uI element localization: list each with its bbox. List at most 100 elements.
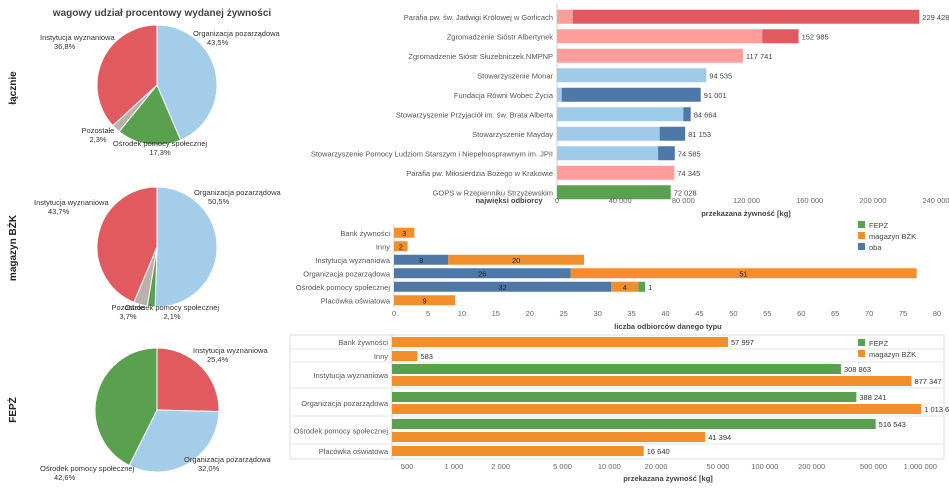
bar-segment-organizacja-pozarzadowa-0 — [394, 268, 571, 279]
bar-instytucja-wyznaniowa-1 — [392, 376, 912, 386]
pie-label: Instytucja wyznaniowa — [40, 33, 115, 42]
x-axis-title: przekazana żywność [kg] — [623, 474, 713, 483]
bar-segment-osrodek-pomocy-spolecznej-2 — [638, 281, 646, 292]
x-tick-label: 25 — [560, 309, 568, 318]
bar-value-label: 152 985 — [802, 32, 829, 41]
bar-placowka-oswiatowa-0 — [392, 446, 644, 456]
chart-frame — [289, 334, 945, 460]
bar-value-label: 9 — [422, 296, 426, 305]
legend-swatch-magazyn-bzk — [858, 350, 865, 357]
bar-value-label: 84 664 — [694, 110, 717, 119]
bar-value-label: 8 — [419, 256, 423, 265]
bar-segment-organizacja-pozarzadowa-1 — [570, 268, 917, 279]
row-label-bzk: magazyn BŻK — [6, 214, 19, 281]
bar-value-label: 51 — [739, 269, 747, 278]
pie-charts: Organizacja pozarządowa 43,5% Ośrodek pomo… — [34, 24, 282, 482]
legend-label: FEPŻ — [869, 339, 889, 348]
bar-value-label: 1 — [648, 283, 652, 292]
pie-slice-lacznie-osrodek-pomocy-spolecznej — [118, 84, 182, 146]
bar-value-label: 4 — [623, 283, 627, 292]
bar-category-label: Inny — [374, 352, 388, 361]
pie-percent: 43,7% — [48, 207, 70, 216]
bar-value-label: 81 153 — [688, 130, 711, 139]
x-tick-label: 5 — [426, 309, 430, 318]
x-tick-label: 20 — [526, 309, 534, 318]
pie-label: Organizacja pozarządowa — [194, 188, 282, 197]
bar-category-label: Bank żywności — [338, 338, 388, 347]
bar-osrodek-pomocy-spolecznej-0 — [392, 419, 876, 429]
bar-category-label: Ośrodek pomocy społecznej — [294, 427, 389, 436]
bar-segment-stowarzyszenie-mayday-1 — [659, 126, 686, 141]
bar-value-label: 26 — [478, 269, 486, 278]
bar-segment-bank-zywnosci-0 — [394, 227, 415, 238]
x-tick-label: 40 000 — [609, 196, 632, 205]
bar-segment-parafia-pw-sw-jadwigi-krolowej-w-gorlicach-0 — [557, 9, 573, 24]
x-tick-label: 120 000 — [733, 196, 760, 205]
bar-category-label: Stowarzyszenie Mayday — [472, 130, 553, 139]
bar-category-label: Zgromadzenie Sióstr Albertynek — [447, 32, 554, 41]
bar-value-label: 1 013 606 — [924, 405, 949, 414]
bar-segment-stowarzyszenie-przyjaciol-im-sw-brata-alberta-1 — [683, 107, 691, 122]
legend-swatch-magazyn-bzk — [858, 232, 865, 239]
bar-value-label: 516 543 — [879, 420, 906, 429]
x-tick-label: 0 — [555, 196, 559, 205]
legend-swatch-oba — [858, 243, 865, 250]
x-tick-label: 1 000 — [444, 462, 463, 471]
x-tick-label: 100 000 — [751, 462, 778, 471]
legend-label: FEPŻ — [869, 221, 889, 230]
bar-organizacja-pozarzadowa-0 — [392, 392, 857, 402]
x-tick-label: 240 000 — [922, 196, 949, 205]
x-tick-label: 15 — [492, 309, 500, 318]
bar-value-label: 41 394 — [708, 433, 731, 442]
bar-category-label: Parafia pw. Miłosierdzia Bożego w Krakow… — [406, 169, 553, 178]
bar-segment-zgromadzenie-siostr-albertynek-0 — [557, 29, 763, 44]
bar-value-label: 94 535 — [709, 71, 732, 80]
bar-osrodek-pomocy-spolecznej-1 — [392, 432, 706, 442]
x-tick-label: 0 — [392, 309, 396, 318]
bar-segment-zgromadzenie-siostr-sluzebniczek-nmpnp-0 — [557, 48, 743, 63]
x-tick-label: 1 000 000 — [904, 462, 937, 471]
bar-value-label: 583 — [420, 352, 433, 361]
pie-label: Ośrodek pomocy społecznej — [125, 303, 220, 312]
bar-segment-parafia-pw-sw-jadwigi-krolowej-w-gorlicach-1 — [572, 9, 920, 24]
pie-label: Pozostałe — [112, 303, 145, 312]
row-label-total: łącznie — [8, 71, 19, 105]
bar-segment-fundacja-rowni-wobec-zycia-1 — [561, 87, 701, 102]
bar-inny-0 — [392, 351, 418, 361]
bar-category-label: Parafia pw. św. Jadwigi Królowej w Gorli… — [404, 13, 553, 22]
x-tick-label: 2 000 — [491, 462, 510, 471]
pie-percent: 43,5% — [207, 38, 229, 47]
pie-slice-lacznie-organizacja-pozarzadowa — [156, 24, 218, 141]
bar-value-label: 16 640 — [647, 447, 670, 456]
legend-label: magazyn BŻK — [869, 350, 916, 359]
bar-segment-stowarzyszenie-pomocy-ludziom-starszym-i-niepelnosprawnym-im-jpii-0 — [557, 146, 659, 161]
bar-category-label: Stowarzyszenie Pomocy Ludziom Starszym i… — [311, 149, 553, 158]
x-tick-label: 10 — [458, 309, 466, 318]
bar-segment-placowka-oswiatowa-0 — [394, 295, 456, 306]
x-tick-label: 45 — [695, 309, 703, 318]
x-tick-label: 55 — [763, 309, 771, 318]
bar-bank-zywnosci-0 — [392, 337, 729, 347]
pie-percent: 2,1% — [163, 312, 180, 321]
pies-title: wagowy udział procentowy wydanej żywnośc… — [52, 8, 272, 19]
pie-percent: 25,4% — [207, 355, 229, 364]
bar-category-label: Inny — [376, 242, 390, 251]
x-tick-label: 5 000 — [553, 462, 572, 471]
bar-value-label: 308 863 — [844, 365, 871, 374]
pie-label: Ośrodek pomocy społecznej — [40, 464, 135, 473]
bar-value-label: 91 001 — [704, 91, 727, 100]
x-axis-title: liczba odbiorców danego typu — [614, 322, 722, 331]
x-tick-label: 50 000 — [707, 462, 730, 471]
bar-category-label: Organizacja pozarządowa — [303, 269, 391, 278]
pie-slice-fepz-organizacja-pozarzadowa — [128, 409, 220, 473]
pie-percent: 50,5% — [208, 197, 230, 206]
bar-value-label: 20 — [512, 256, 520, 265]
pie-label: Instytucja wyznaniowa — [34, 198, 109, 207]
bar-value-label: 74 345 — [677, 169, 700, 178]
x-tick-label: 10 000 — [598, 462, 621, 471]
pie-percent: 42,6% — [54, 473, 76, 482]
x-tick-label: 20 000 — [645, 462, 668, 471]
bar-category-label: Organizacja pozarządowa — [301, 399, 389, 408]
x-tick-label: 65 — [831, 309, 839, 318]
bar-value-label: 877 347 — [914, 377, 941, 386]
